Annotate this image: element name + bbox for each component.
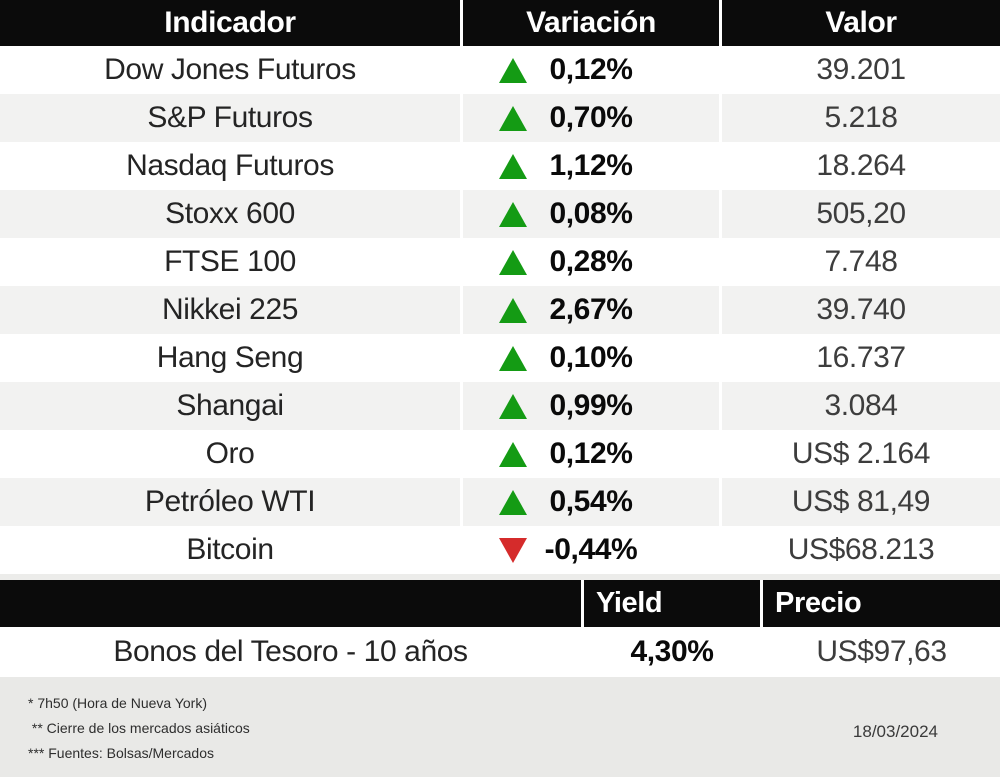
footnote-asian-markets: ** Cierre de los mercados asiáticos [28, 720, 250, 736]
indicator-name: Dow Jones Futuros [0, 46, 460, 94]
table1-header-row: Indicador Variación Valor [0, 0, 1000, 46]
variation-cell: 0,54% [463, 478, 719, 526]
indicator-value: 3.084 [722, 382, 1000, 430]
variation-value: 0,12% [549, 53, 633, 86]
up-triangle-icon [499, 249, 527, 275]
variation-cell: 0,08% [463, 190, 719, 238]
indicator-value: 7.748 [722, 238, 1000, 286]
table-row: Hang Seng 0,10% 16.737 [0, 334, 1000, 382]
variation-value: -0,44% [544, 533, 638, 566]
indicator-value: 5.218 [722, 94, 1000, 142]
up-triangle-icon [499, 153, 527, 179]
up-triangle-icon [499, 345, 527, 371]
up-triangle-icon [499, 393, 527, 419]
variation-cell: -0,44% [463, 526, 719, 574]
footnote-time: * 7h50 (Hora de Nueva York) [28, 695, 207, 711]
variation-value: 2,67% [549, 293, 633, 326]
variation-cell: 0,28% [463, 238, 719, 286]
indicator-value: 16.737 [722, 334, 1000, 382]
table-row: Bitcoin -0,44% US$68.213 [0, 526, 1000, 574]
indicator-value: US$ 2.164 [722, 430, 1000, 478]
indicator-value: 39.740 [722, 286, 1000, 334]
table-row: Shangai 0,99% 3.084 [0, 382, 1000, 430]
up-triangle-icon [499, 297, 527, 323]
up-triangle-icon [499, 489, 527, 515]
indicator-name: Stoxx 600 [0, 190, 460, 238]
variation-cell: 2,67% [463, 286, 719, 334]
indicator-name: Petróleo WTI [0, 478, 460, 526]
variation-cell: 1,12% [463, 142, 719, 190]
variation-value: 0,12% [549, 437, 633, 470]
table-row: Nikkei 225 2,67% 39.740 [0, 286, 1000, 334]
up-triangle-icon [499, 105, 527, 131]
variation-value: 0,10% [549, 341, 633, 374]
date-label: 18/03/2024 [852, 722, 938, 741]
variation-cell: 0,12% [463, 46, 719, 94]
variation-value: 1,12% [549, 149, 633, 182]
indicator-name: S&P Futuros [0, 94, 460, 142]
table-divider [0, 574, 1000, 580]
up-triangle-icon [499, 201, 527, 227]
column-header-precio: Precio [763, 580, 1000, 627]
variation-value: 0,28% [549, 245, 633, 278]
indicator-value: 18.264 [722, 142, 1000, 190]
variation-value: 0,70% [549, 101, 633, 134]
footnote-sources: *** Fuentes: Bolsas/Mercados [28, 745, 214, 761]
table-row: Stoxx 600 0,08% 505,20 [0, 190, 1000, 238]
variation-cell: 0,12% [463, 430, 719, 478]
indicator-name: Nasdaq Futuros [0, 142, 460, 190]
bond-yield-value: 4,30% [584, 627, 760, 677]
variation-cell: 0,10% [463, 334, 719, 382]
variation-value: 0,08% [549, 197, 633, 230]
bond-name: Bonos del Tesoro - 10 años [0, 627, 581, 677]
indicator-value: 505,20 [722, 190, 1000, 238]
table-row: Oro 0,12% US$ 2.164 [0, 430, 1000, 478]
footer: * 7h50 (Hora de Nueva York) ** Cierre de… [0, 677, 1000, 777]
table-row: FTSE 100 0,28% 7.748 [0, 238, 1000, 286]
variation-cell: 0,99% [463, 382, 719, 430]
indicator-name: Nikkei 225 [0, 286, 460, 334]
column-header-empty [0, 580, 581, 627]
indicator-value: US$68.213 [722, 526, 1000, 574]
column-header-variacion: Variación [463, 0, 719, 46]
column-header-valor: Valor [722, 0, 1000, 46]
variation-value: 0,99% [549, 389, 633, 422]
column-header-yield: Yield [584, 580, 760, 627]
table1-body: Dow Jones Futuros 0,12% 39.201 S&P Futur… [0, 46, 1000, 574]
indicator-name: FTSE 100 [0, 238, 460, 286]
indicator-name: Bitcoin [0, 526, 460, 574]
indicator-value: US$ 81,49 [722, 478, 1000, 526]
table-row: Dow Jones Futuros 0,12% 39.201 [0, 46, 1000, 94]
indicator-value: 39.201 [722, 46, 1000, 94]
table-row: Nasdaq Futuros 1,12% 18.264 [0, 142, 1000, 190]
table2-header-row: Yield Precio [0, 580, 1000, 627]
bond-price-value: US$97,63 [763, 627, 1000, 677]
table-row: S&P Futuros 0,70% 5.218 [0, 94, 1000, 142]
up-triangle-icon [499, 441, 527, 467]
variation-cell: 0,70% [463, 94, 719, 142]
table-row: Petróleo WTI 0,54% US$ 81,49 [0, 478, 1000, 526]
bond-row: Bonos del Tesoro - 10 años 4,30% US$97,6… [0, 627, 1000, 677]
column-header-indicador: Indicador [0, 0, 460, 46]
indicator-name: Shangai [0, 382, 460, 430]
down-triangle-icon [499, 537, 527, 563]
indicator-name: Oro [0, 430, 460, 478]
variation-value: 0,54% [549, 485, 633, 518]
indicator-name: Hang Seng [0, 334, 460, 382]
up-triangle-icon [499, 57, 527, 83]
